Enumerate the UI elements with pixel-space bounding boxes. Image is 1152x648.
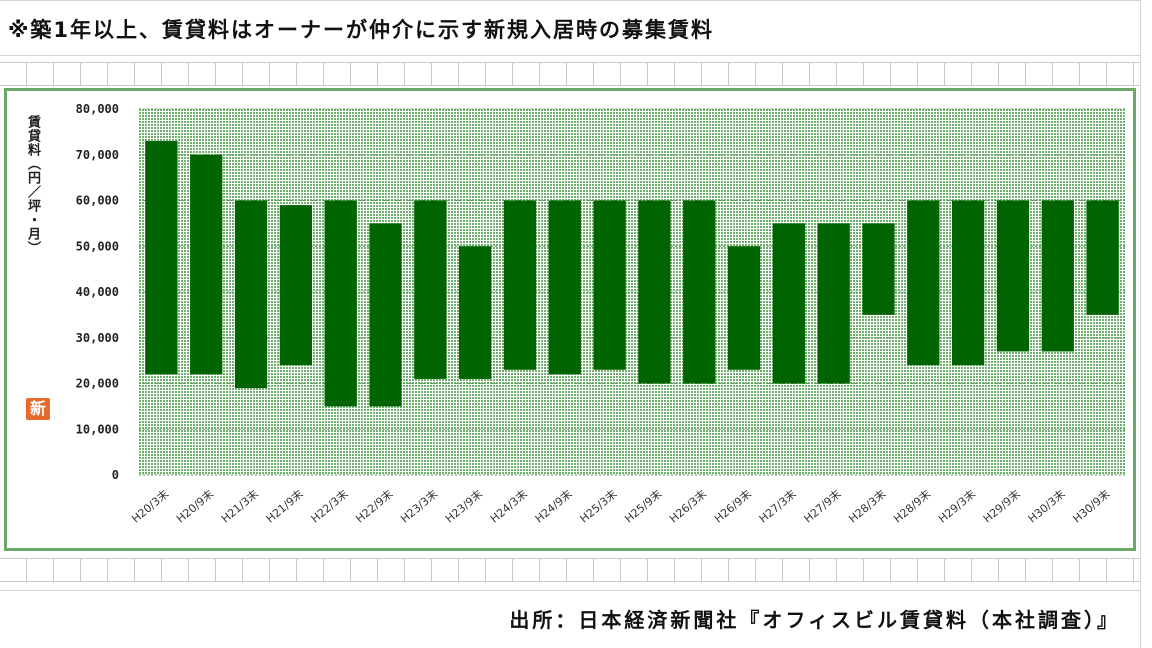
y-tick-label: 70,000: [76, 148, 119, 162]
y-tick-label: 80,000: [76, 102, 119, 116]
x-tick-label: H23/9末: [442, 487, 485, 526]
bar-H27/9末: [817, 223, 850, 384]
x-tick-label: H24/9末: [532, 487, 575, 526]
x-tick-label: H30/3末: [1025, 487, 1068, 526]
x-tick-label: H22/3末: [308, 487, 351, 526]
bar-H25/3末: [593, 200, 626, 370]
y-tick-label: 0: [112, 468, 119, 482]
sheet-gridline: [0, 55, 1140, 56]
x-tick-label: H21/9末: [263, 487, 306, 526]
bar-H23/9末: [459, 246, 492, 379]
bar-H26/9末: [727, 246, 761, 370]
y-tick-labels: 80,000 70,000 60,000 50,000 40,000 30,000 20,0…: [76, 102, 119, 482]
y-axis-label: 賃貸料（円／坪・月）: [25, 115, 40, 255]
bar-H29/9末: [996, 200, 1030, 352]
page-right-border: [1140, 0, 1141, 648]
bar-H26/3末: [683, 200, 716, 384]
bar-H24/9末: [548, 200, 581, 375]
bar-H22/3末: [324, 200, 357, 407]
chart-note: ※築1年以上、賃貸料はオーナーが仲介に示す新規入居時の募集賃料: [8, 18, 715, 42]
x-tick-label: H26/3末: [666, 487, 709, 526]
y-tick-label: 10,000: [76, 422, 119, 436]
x-tick-label: H23/3末: [398, 487, 441, 526]
bar-H28/9末: [907, 200, 940, 366]
x-tick-label: H27/9末: [801, 487, 844, 526]
new-badge-icon: 新: [26, 398, 50, 420]
x-tick-label: H28/3末: [846, 487, 889, 526]
spreadsheet-grid-row: [0, 62, 1140, 86]
x-tick-label: H27/3末: [756, 487, 799, 526]
x-tick-label: H20/3末: [129, 487, 172, 526]
x-tick-label: H24/3末: [487, 487, 530, 526]
y-tick-label: 60,000: [76, 194, 119, 208]
bar-H20/9末: [190, 154, 223, 375]
y-tick-label: 50,000: [76, 239, 119, 253]
bar-H27/3末: [772, 223, 805, 384]
spreadsheet-grid-row: [0, 558, 1140, 582]
bar-H21/9末: [279, 205, 312, 366]
chart-frame[interactable]: 80,000 70,000 60,000 50,000 40,000 30,000 20,0…: [4, 88, 1136, 551]
chart-svg: 80,000 70,000 60,000 50,000 40,000 30,000 20,0…: [76, 102, 1125, 526]
bar-H28/3末: [862, 223, 895, 315]
bar-H21/3末: [234, 200, 268, 389]
bar-H30/3末: [1041, 200, 1074, 352]
x-tick-label: H29/3末: [935, 487, 978, 526]
x-tick-label: H28/9末: [891, 487, 934, 526]
bar-H22/9末: [369, 223, 402, 407]
x-tick-label: H25/9末: [622, 487, 665, 526]
sheet-gridline: [0, 590, 1140, 591]
bar-H20/3末: [145, 141, 178, 375]
x-tick-label: H20/9末: [173, 487, 216, 526]
sheet-gridline: [0, 0, 1140, 1]
x-tick-labels: H20/3末 H20/9末 H21/3末 H21/9末 H22/3末 H22/9末 H23/…: [129, 487, 1113, 526]
bar-H29/3末: [952, 200, 985, 366]
y-tick-label: 30,000: [76, 331, 119, 345]
bars: [145, 141, 1119, 407]
bar-H23/3末: [414, 200, 447, 379]
source-citation: 出所：日本経済新聞社『オフィスビル賃貸料（本社調査）』: [509, 608, 1120, 632]
y-tick-label: 20,000: [76, 377, 119, 391]
x-tick-label: H26/9末: [711, 487, 754, 526]
bar-H30/9末: [1086, 200, 1119, 315]
x-tick-label: H25/3末: [577, 487, 620, 526]
bar-H25/9末: [638, 200, 671, 384]
x-tick-label: H29/9末: [980, 487, 1023, 526]
x-tick-label: H22/9末: [353, 487, 396, 526]
x-tick-label: H21/3末: [218, 487, 261, 526]
x-tick-label: H30/9末: [1070, 487, 1113, 526]
y-tick-label: 40,000: [76, 285, 119, 299]
bar-H24/3末: [503, 200, 537, 370]
